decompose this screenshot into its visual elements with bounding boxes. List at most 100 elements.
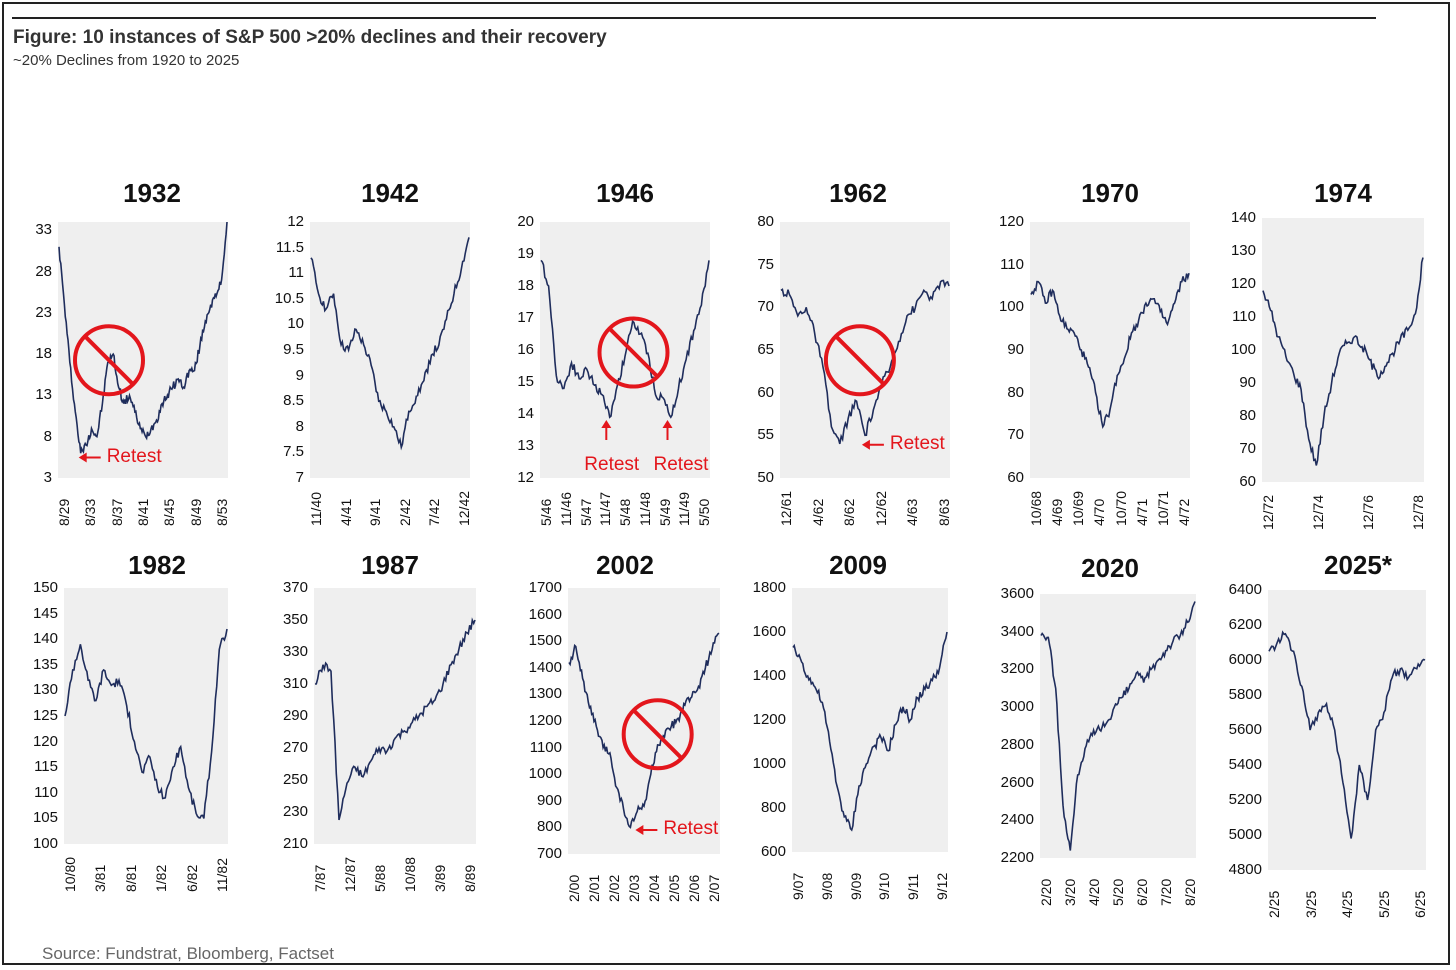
chart-1970-x-tick-label: 10/71 bbox=[1154, 490, 1171, 526]
figure-subtitle: ~20% Declines from 1920 to 2025 bbox=[13, 52, 240, 69]
chart-1946-x-tick-label: 5/46 bbox=[538, 498, 554, 526]
chart-1982-svg bbox=[64, 628, 228, 819]
chart-1946-y-tick-label: 15 bbox=[517, 373, 534, 390]
chart-1962-no-sign-circle bbox=[823, 324, 896, 397]
chart-2009-y-tick-label: 600 bbox=[760, 843, 786, 860]
chart-1946-title: 1946 bbox=[596, 178, 654, 208]
chart-2002-x-tick-label: 2/06 bbox=[686, 874, 702, 902]
chart-1970-x-tick-label: 4/72 bbox=[1176, 498, 1192, 526]
chart-1987-x-tick-label: 8/89 bbox=[462, 864, 478, 892]
chart-1987-y-tick-label: 270 bbox=[282, 739, 308, 756]
chart-1962-x-tick-label: 4/62 bbox=[809, 498, 826, 526]
chart-1942-y-tick-label: 9.5 bbox=[283, 341, 304, 358]
chart-2009-svg bbox=[792, 631, 948, 832]
chart-2020-y-tick-label: 2400 bbox=[1000, 811, 1034, 829]
chart-1932-y-tick-label: 28 bbox=[35, 262, 52, 280]
chart-2002-x-tick-label: 2/05 bbox=[666, 874, 682, 902]
chart-2025-star-y-tick-label: 5200 bbox=[1228, 791, 1262, 808]
chart-1942-y-tick-label: 10 bbox=[287, 315, 304, 333]
chart-2002-y-tick-label: 900 bbox=[536, 791, 562, 809]
chart-1987-y-tick-label: 250 bbox=[282, 771, 308, 788]
top-rule bbox=[12, 17, 1376, 19]
chart-1982-y-tick-label: 135 bbox=[32, 655, 58, 673]
chart-1970-x-tick-label: 10/69 bbox=[1070, 490, 1087, 526]
chart-1932-x-tick-label: 8/33 bbox=[82, 498, 99, 526]
chart-2009-y-tick-label: 800 bbox=[760, 799, 786, 816]
chart-1970-x-tick-label: 10/68 bbox=[1028, 490, 1044, 526]
chart-1987-title: 1987 bbox=[361, 550, 419, 580]
chart-1974-plot-area bbox=[1262, 218, 1424, 482]
chart-2002-svg bbox=[568, 632, 720, 836]
chart-1932-x-tick-label: 8/37 bbox=[108, 498, 125, 526]
chart-2002-x-tick-label: 2/01 bbox=[586, 874, 602, 902]
chart-1946-y-tick-label: 20 bbox=[517, 213, 534, 230]
chart-1970-y-tick-label: 100 bbox=[998, 298, 1024, 316]
chart-1970-x-tick-label: 4/69 bbox=[1049, 498, 1066, 526]
chart-1962-no-sign-slash bbox=[834, 335, 886, 386]
chart-1962-x-tick-label: 4/63 bbox=[904, 498, 921, 526]
chart-2025-star-x-tick-label: 2/25 bbox=[1266, 890, 1282, 918]
chart-2025-star-y-tick-label: 6000 bbox=[1228, 651, 1262, 668]
chart-1982-y-tick-label: 145 bbox=[32, 604, 58, 622]
chart-1987-y-tick-label: 290 bbox=[282, 707, 308, 724]
chart-2020-x-tick-label: 2/20 bbox=[1038, 878, 1054, 906]
chart-1932-y-tick-label: 8 bbox=[43, 427, 52, 445]
chart-1946-x-tick-label: 5/47 bbox=[577, 498, 594, 526]
chart-1942-y-tick-label: 11.5 bbox=[275, 238, 304, 256]
chart-1946-svg bbox=[540, 259, 710, 440]
chart-1942-y-tick-label: 7 bbox=[295, 469, 304, 486]
chart-2002-annotation-arrowhead bbox=[635, 825, 644, 836]
chart-1932-no-sign-slash bbox=[83, 335, 135, 386]
chart-1987-x-tick-label: 12/87 bbox=[342, 856, 358, 892]
chart-2002-y-tick-label: 1700 bbox=[528, 579, 562, 596]
chart-2002-title: 2002 bbox=[596, 550, 654, 580]
chart-1942-x-tick-label: 7/42 bbox=[426, 498, 443, 526]
chart-2020-y-tick-label: 3400 bbox=[1000, 622, 1034, 640]
chart-2009-y-tick-label: 1600 bbox=[752, 623, 786, 640]
chart-1946-annotation-label: Retest bbox=[584, 454, 640, 475]
chart-1932-annotation-arrowhead bbox=[78, 452, 87, 463]
chart-1946-x-tick-label: 5/49 bbox=[656, 498, 673, 526]
chart-1942-y-tick-label: 9 bbox=[295, 366, 304, 384]
chart-1970-x-tick-label: 10/70 bbox=[1112, 490, 1129, 526]
chart-1962-title: 1962 bbox=[829, 178, 887, 208]
chart-2009-y-tick-label: 1800 bbox=[752, 579, 786, 596]
chart-1974-x-tick-label: 12/72 bbox=[1260, 494, 1276, 530]
chart-1962-y-tick-label: 80 bbox=[757, 213, 774, 230]
chart-1974-y-tick-label: 60 bbox=[1239, 473, 1256, 490]
chart-1942-y-tick-label: 8.5 bbox=[283, 392, 304, 410]
chart-1962-y-tick-label: 55 bbox=[757, 426, 774, 444]
chart-1970-title: 1970 bbox=[1081, 178, 1139, 208]
chart-1946-y-tick-label: 17 bbox=[517, 309, 534, 326]
chart-1932-x-tick-label: 8/41 bbox=[135, 498, 151, 526]
chart-1942-x-tick-label: 4/41 bbox=[337, 498, 354, 526]
chart-1946-x-tick-label: 5/50 bbox=[696, 498, 712, 526]
chart-1974-x-tick-label: 12/74 bbox=[1310, 494, 1326, 530]
chart-1932-x-tick-label: 8/53 bbox=[214, 498, 230, 526]
chart-2020-x-tick-label: 4/20 bbox=[1086, 878, 1102, 906]
chart-2002-y-tick-label: 1100 bbox=[529, 738, 562, 756]
chart-1982-title: 1982 bbox=[128, 550, 186, 580]
chart-2002-x-tick-label: 2/00 bbox=[566, 874, 582, 902]
chart-1942-title: 1942 bbox=[361, 178, 419, 208]
chart-1987-y-tick-label: 310 bbox=[282, 675, 308, 692]
chart-2009-y-tick-label: 1000 bbox=[752, 755, 786, 772]
chart-1987-x-tick-label: 10/88 bbox=[402, 856, 418, 892]
chart-2009-x-tick-label: 9/11 bbox=[905, 873, 922, 900]
chart-2002-y-tick-label: 1200 bbox=[528, 712, 562, 729]
chart-1982-x-tick-label: 8/81 bbox=[122, 864, 139, 892]
chart-1970-y-tick-label: 60 bbox=[1007, 469, 1024, 486]
chart-1946-plot-area bbox=[540, 222, 710, 478]
chart-2002-no-sign-circle bbox=[621, 698, 694, 771]
chart-1982-plot-area bbox=[64, 588, 228, 844]
chart-1946-y-tick-label: 14 bbox=[517, 405, 534, 422]
chart-1932-svg bbox=[58, 221, 228, 463]
chart-1932-no-sign-circle bbox=[73, 324, 145, 397]
chart-1982-x-tick-label: 11/82 bbox=[214, 858, 230, 892]
chart-1946-y-tick-label: 13 bbox=[517, 437, 534, 454]
chart-2009-x-tick-label: 9/10 bbox=[876, 872, 893, 900]
chart-1974-svg bbox=[1262, 257, 1424, 466]
chart-1962-x-tick-label: 12/62 bbox=[872, 490, 889, 526]
chart-1970-series-line bbox=[1030, 272, 1190, 430]
chart-1982-y-tick-label: 120 bbox=[32, 732, 58, 750]
